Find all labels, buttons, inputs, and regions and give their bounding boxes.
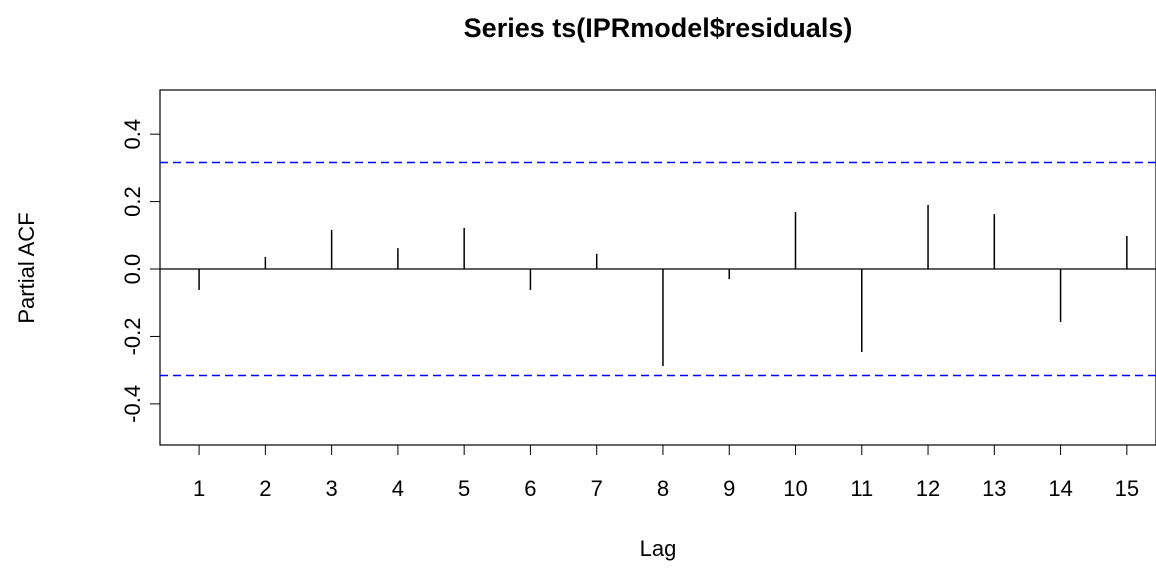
y-tick-label: -0.2 — [120, 317, 145, 355]
y-tick-label: 0.0 — [120, 254, 145, 285]
x-tick-label: 10 — [783, 476, 807, 501]
x-tick-label: 4 — [392, 476, 404, 501]
x-tick-label: 11 — [850, 476, 873, 501]
x-tick-label: 12 — [916, 476, 940, 501]
chart-title: Series ts(IPRmodel$residuals) — [464, 13, 853, 43]
x-tick-label: 15 — [1115, 476, 1139, 501]
x-axis-label: Lag — [640, 536, 677, 561]
x-tick-label: 3 — [326, 476, 338, 501]
y-tick-label: 0.2 — [120, 186, 145, 217]
x-tick-label: 8 — [657, 476, 669, 501]
plot-frame — [159, 89, 1156, 446]
x-tick-label: 7 — [591, 476, 603, 501]
x-tick-label: 9 — [723, 476, 735, 501]
x-tick-label: 2 — [259, 476, 271, 501]
y-tick-label: 0.4 — [120, 119, 145, 150]
x-tick-label: 5 — [458, 476, 470, 501]
x-tick-label: 14 — [1048, 476, 1072, 501]
x-tick-label: 13 — [982, 476, 1006, 501]
y-tick-label: -0.4 — [120, 385, 145, 423]
x-tick-label: 1 — [193, 476, 205, 501]
y-axis-label: Partial ACF — [14, 212, 39, 323]
x-tick-label: 6 — [524, 476, 536, 501]
